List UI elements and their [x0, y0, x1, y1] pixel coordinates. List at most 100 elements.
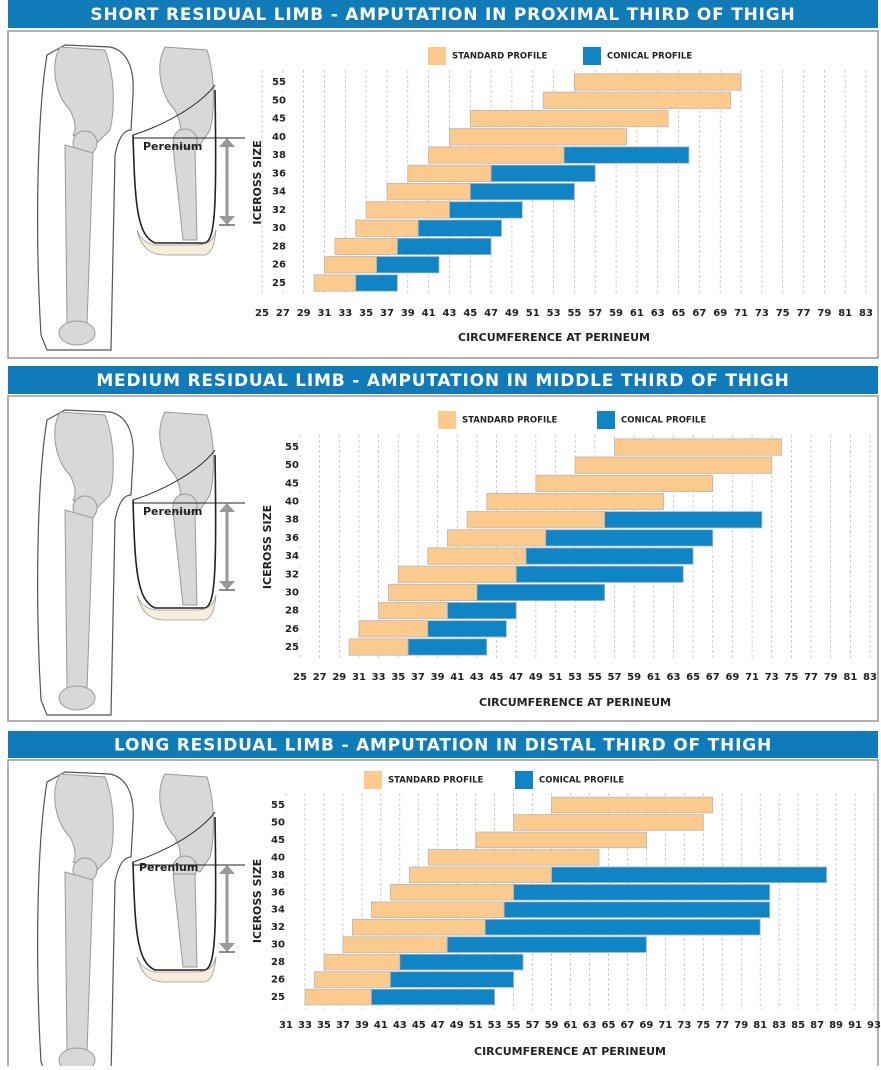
bar — [399, 953, 524, 971]
label-bg — [267, 901, 289, 918]
bar — [551, 796, 714, 814]
label-bg — [281, 511, 303, 528]
label-bg — [281, 547, 303, 565]
x-tick-label: 37 — [336, 1020, 350, 1031]
y-tick-label: 28 — [271, 957, 285, 968]
label-bg — [281, 493, 303, 510]
label-bg — [281, 475, 303, 492]
diagram-label: Perenium — [143, 140, 202, 153]
x-tick-label: 53 — [568, 672, 582, 683]
label-bg — [281, 602, 303, 619]
bar — [324, 256, 377, 274]
bar — [304, 988, 372, 1006]
x-tick-label: 73 — [755, 308, 769, 319]
label-bg — [268, 128, 290, 146]
bar — [469, 183, 575, 201]
x-tick-label: 41 — [422, 308, 436, 319]
bar — [342, 936, 448, 953]
x-tick-label: 45 — [463, 308, 477, 319]
legend-label: STANDARD PROFILE — [452, 52, 548, 62]
x-tick-label: 59 — [545, 1020, 559, 1031]
y-tick-label: 38 — [271, 870, 285, 881]
label-bg — [268, 183, 290, 200]
bar — [407, 164, 492, 182]
label-bg — [267, 936, 289, 953]
y-tick-label: 38 — [285, 515, 299, 526]
bar — [313, 274, 357, 292]
x-tick-label: 81 — [843, 672, 857, 683]
label-bg — [268, 110, 290, 127]
bar — [447, 529, 547, 547]
x-tick-label: 25 — [255, 308, 269, 319]
label-bg — [281, 638, 303, 656]
bar — [551, 866, 827, 884]
legend-label: STANDARD PROFILE — [388, 776, 484, 786]
bar — [466, 511, 606, 529]
diagram-label: Perenium — [143, 505, 202, 518]
x-tick-label: 87 — [810, 1020, 824, 1031]
y-tick-label: 30 — [285, 587, 299, 598]
x-tick-label: 43 — [442, 308, 456, 319]
bar — [427, 620, 507, 638]
y-tick-label: 36 — [271, 887, 285, 898]
x-tick-label: 77 — [715, 1020, 729, 1031]
y-tick-label: 32 — [271, 922, 285, 933]
legend-swatch — [515, 771, 533, 789]
x-tick-label: 79 — [817, 308, 831, 319]
bar — [348, 638, 409, 656]
x-tick-label: 47 — [509, 672, 523, 683]
legend-label: STANDARD PROFILE — [462, 416, 558, 426]
x-tick-label: 83 — [772, 1020, 786, 1031]
label-bg — [268, 73, 290, 91]
bar — [446, 936, 647, 953]
x-tick-label: 37 — [380, 308, 394, 319]
x-tick-label: 33 — [298, 1020, 312, 1031]
legend-swatch — [428, 47, 446, 65]
x-tick-label: 51 — [526, 308, 540, 319]
y-tick-label: 34 — [271, 905, 285, 916]
y-tick-label: 30 — [272, 223, 286, 234]
section-header — [8, 731, 878, 758]
x-tick-label: 39 — [431, 672, 445, 683]
x-tick-label: 33 — [338, 308, 352, 319]
label-bg — [267, 866, 289, 883]
bar — [449, 128, 627, 146]
bar — [486, 492, 665, 511]
bar — [447, 602, 517, 620]
y-tick-label: 50 — [271, 817, 285, 828]
bar — [475, 831, 647, 849]
label-bg — [268, 92, 290, 109]
bar — [355, 274, 398, 292]
x-tick-label: 81 — [838, 308, 852, 319]
legend-swatch — [597, 411, 615, 429]
y-tick-label: 25 — [272, 278, 286, 289]
x-tick-label: 61 — [564, 1020, 578, 1031]
label-bg — [267, 797, 289, 813]
legend-label: CONICAL PROFILE — [621, 416, 706, 426]
x-axis-title: CIRCUMFERENCE AT PERINEUM — [474, 1045, 666, 1058]
bar — [484, 918, 761, 936]
limb-diagram: Perenium — [38, 410, 245, 715]
bar — [515, 565, 684, 583]
x-tick-label: 47 — [431, 1020, 445, 1031]
legend-swatch — [364, 771, 382, 789]
label-bg — [267, 849, 289, 866]
y-tick-label: 34 — [272, 187, 286, 198]
y-axis-title: ICEROSS SIZE — [251, 140, 264, 224]
y-tick-label: 32 — [285, 569, 299, 580]
bar — [389, 971, 515, 988]
x-tick-label: 71 — [658, 1020, 672, 1031]
section-title: SHORT RESIDUAL LIMB - AMPUTATION IN PROX… — [90, 5, 795, 25]
x-tick-label: 63 — [666, 672, 680, 683]
x-tick-label: 25 — [293, 672, 307, 683]
bar — [396, 237, 492, 256]
x-tick-label: 29 — [297, 308, 311, 319]
label-bg — [267, 954, 289, 970]
y-tick-label: 45 — [285, 478, 299, 489]
x-tick-label: 53 — [488, 1020, 502, 1031]
y-tick-label: 45 — [272, 114, 286, 125]
x-tick-label: 83 — [859, 308, 873, 319]
x-tick-label: 53 — [547, 308, 561, 319]
x-tick-label: 57 — [608, 672, 622, 683]
x-tick-label: 61 — [647, 672, 661, 683]
